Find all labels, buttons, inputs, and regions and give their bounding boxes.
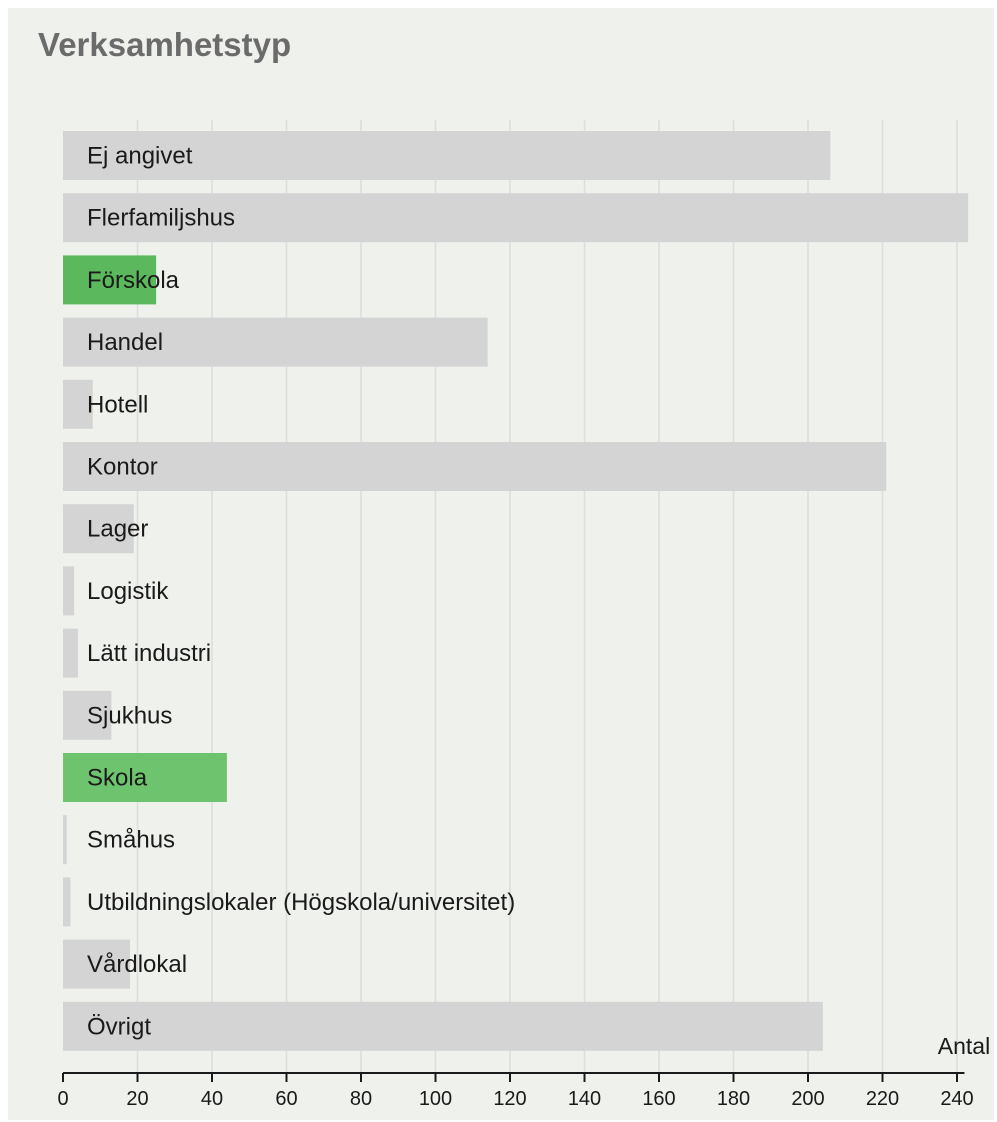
bar-label-smahus: Småhus: [87, 827, 175, 854]
bar-flerfamiljshus[interactable]: [63, 193, 969, 243]
x-tick-label-120: 120: [493, 1088, 526, 1110]
bar-label-handel: Handel: [87, 329, 163, 356]
bar-label-latt-industri: Lätt industri: [87, 640, 211, 667]
x-tick-label-180: 180: [717, 1088, 750, 1110]
x-tick-label-140: 140: [568, 1088, 601, 1110]
bar-label-utbildningslokaler-hogskola-universitet: Utbildningslokaler (Högskola/universitet…: [87, 889, 515, 916]
x-tick-label-220: 220: [866, 1088, 899, 1110]
bar-label-flerfamiljshus: Flerfamiljshus: [87, 205, 235, 232]
x-tick-label-0: 0: [57, 1088, 68, 1110]
bar-label-sjukhus: Sjukhus: [87, 702, 172, 729]
bar-label-forskola: Förskola: [87, 267, 180, 294]
bar-label-ovrigt: Övrigt: [87, 1013, 151, 1040]
bar-kontor[interactable]: [63, 442, 887, 491]
x-tick-label-20: 20: [126, 1088, 148, 1110]
bar-skola[interactable]: [63, 753, 227, 802]
x-axis-label: Antal: [938, 1033, 990, 1059]
bar-handel[interactable]: [63, 317, 488, 367]
bar-forskola[interactable]: [63, 255, 157, 305]
bar-hotell[interactable]: [63, 379, 93, 429]
x-axis: 0 20 40 60 80 100 120 140 160 180 200 220 240: [57, 1072, 974, 1110]
bar-latt-industri[interactable]: [63, 628, 78, 678]
bar-sjukhus[interactable]: [63, 690, 112, 740]
x-tick-label-160: 160: [642, 1088, 675, 1110]
x-tick-label-60: 60: [275, 1088, 297, 1110]
x-tick-label-40: 40: [201, 1088, 223, 1110]
bar-lager[interactable]: [63, 504, 134, 554]
bar-label-vardlokal: Vårdlokal: [87, 951, 187, 978]
bar-label-hotell: Hotell: [87, 391, 148, 418]
bar-logistik[interactable]: [63, 566, 75, 616]
x-tick-label-240: 240: [940, 1088, 973, 1110]
x-tick-label-200: 200: [791, 1088, 824, 1110]
bar-vardlokal[interactable]: [63, 939, 131, 989]
bar-label-logistik: Logistik: [87, 578, 169, 605]
x-tick-label-100: 100: [419, 1088, 452, 1110]
bar-utbildningslokaler-hogskola-universitet[interactable]: [63, 877, 71, 927]
bar-label-skola: Skola: [87, 765, 148, 792]
bar-ovrigt[interactable]: [63, 1001, 823, 1051]
bars: [63, 131, 969, 1051]
bar-label-lager: Lager: [87, 516, 148, 543]
bar-ej-angivet[interactable]: [63, 131, 831, 180]
bar-label-kontor: Kontor: [87, 454, 158, 481]
bar-label-ej-angivet: Ej angivet: [87, 143, 193, 170]
x-tick-label-80: 80: [350, 1088, 372, 1110]
bar-labels: Ej angivet Flerfamiljshus Förskola Handel Ho…: [87, 143, 515, 1041]
chart-title: Verksamhetstyp: [38, 26, 292, 63]
bar-smahus[interactable]: [63, 815, 67, 865]
grid-lines: [136, 120, 958, 1073]
